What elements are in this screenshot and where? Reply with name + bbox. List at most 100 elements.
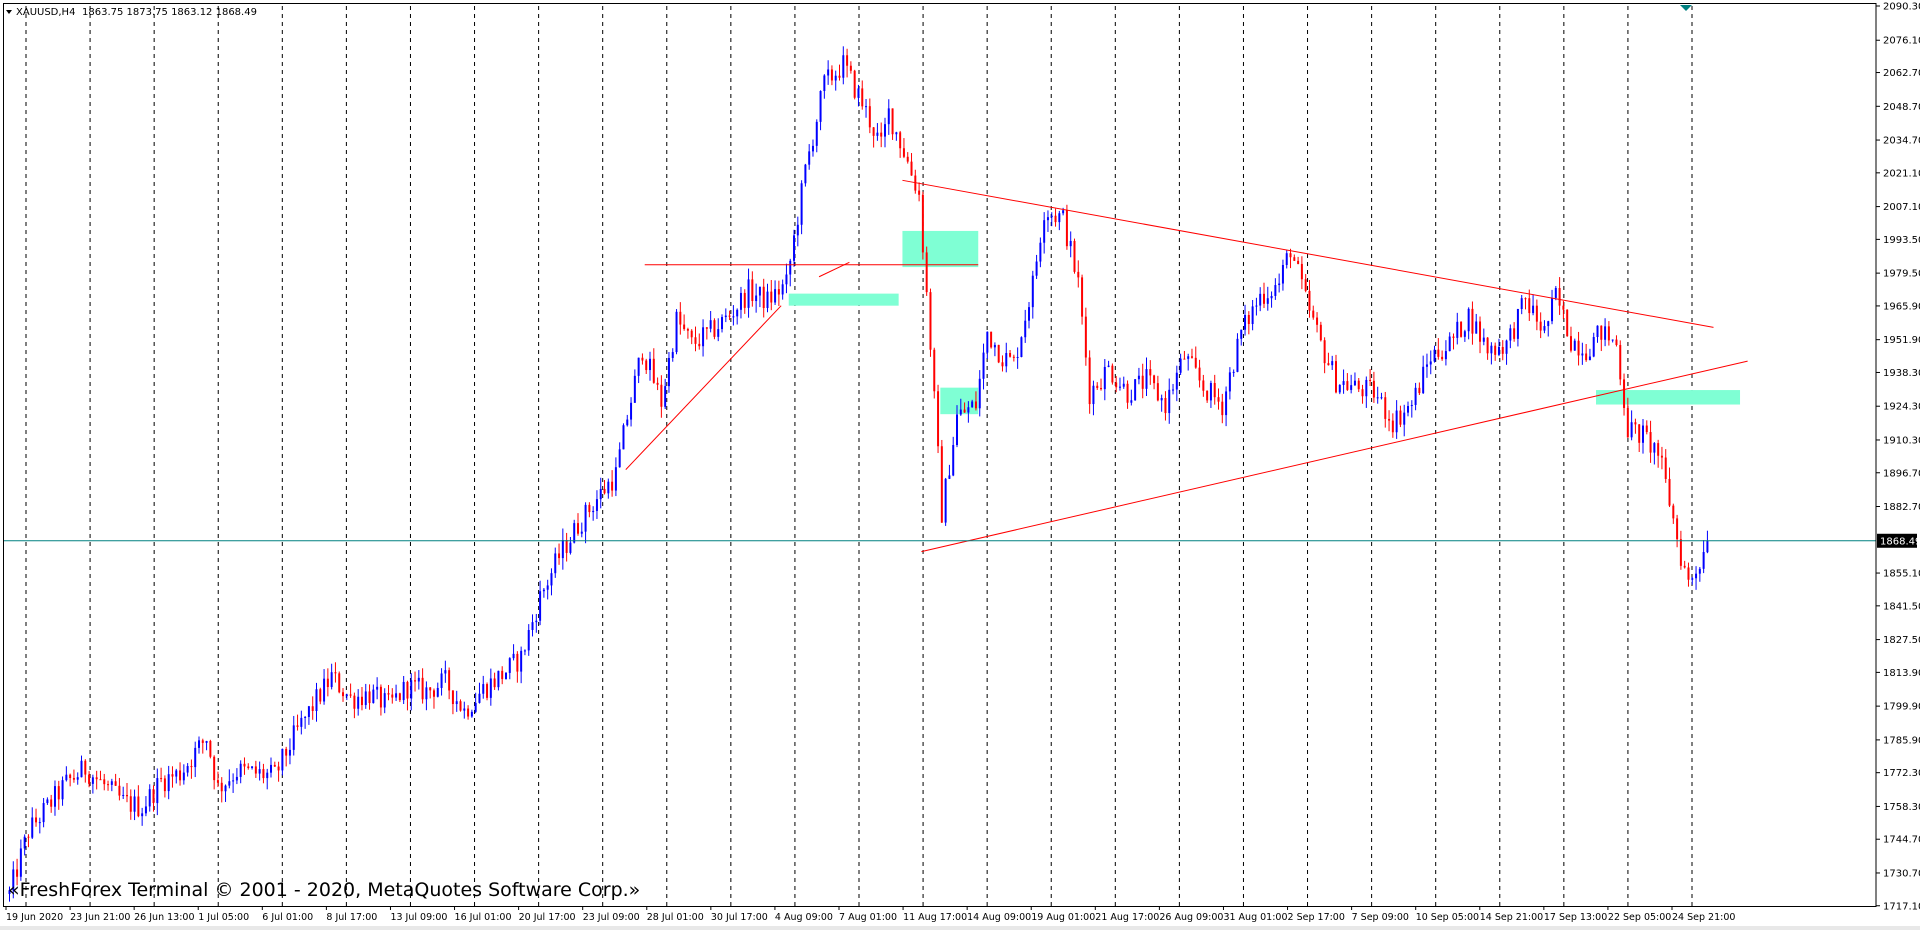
candle-bear	[319, 689, 322, 702]
candle-bear	[1183, 358, 1186, 360]
y-tick-label: 1772.30	[1883, 768, 1920, 779]
candle-bear	[1676, 518, 1679, 540]
candle-bear	[1115, 382, 1118, 388]
candle-bull	[1251, 306, 1254, 325]
candle-bear	[1399, 410, 1402, 425]
candle-bull	[1103, 366, 1106, 390]
chart-header: XAUUSD,H4 1863.75 1873.75 1863.12 1868.4…	[6, 7, 257, 18]
candle-bull	[304, 716, 307, 718]
candle-bear	[353, 695, 356, 709]
x-tick-label: 19 Aug 01:00	[1031, 912, 1095, 923]
candle-bull	[38, 822, 41, 824]
candle-bear	[1084, 316, 1087, 358]
candle-bear	[1558, 288, 1561, 306]
candle-bear	[1494, 345, 1497, 355]
candle-bear	[421, 677, 424, 700]
candle-bear	[516, 653, 519, 672]
candle-bull	[675, 311, 678, 353]
candle-bear	[398, 693, 401, 701]
candle-bear	[262, 769, 265, 779]
x-tick-label: 30 Jul 17:00	[711, 912, 768, 923]
candle-bull	[1509, 328, 1512, 341]
horizontal-scrollbar[interactable]	[0, 926, 1920, 930]
candle-bear	[1623, 379, 1626, 408]
candle-bull	[470, 711, 473, 717]
candle-bear	[99, 779, 102, 781]
candle-bull	[1270, 295, 1273, 299]
trendline[interactable]	[902, 179, 1714, 328]
candle-bull	[1698, 568, 1701, 574]
candle-bear	[451, 690, 454, 705]
candle-bear	[891, 108, 894, 135]
candle-bull	[1274, 285, 1277, 296]
candle-bull	[542, 589, 545, 592]
candle-bull	[436, 687, 439, 697]
candle-bull	[573, 523, 576, 543]
supply-demand-zone[interactable]	[788, 293, 899, 306]
candle-bull	[592, 510, 595, 513]
y-tick-label: 2076.10	[1883, 36, 1920, 47]
candle-bear	[1566, 309, 1569, 337]
candle-bull	[141, 813, 144, 817]
candle-bear	[1672, 505, 1675, 519]
x-tick-label: 19 Jun 2020	[6, 912, 63, 923]
candle-bear	[334, 672, 337, 674]
candle-bull	[1058, 213, 1061, 223]
candle-bull	[12, 869, 15, 891]
candle-bull	[1209, 382, 1212, 401]
candle-bear	[603, 488, 606, 494]
candle-bear	[1247, 314, 1250, 325]
candle-bull	[410, 680, 413, 699]
candle-bull	[774, 289, 777, 303]
candle-bull	[508, 658, 511, 673]
candle-bull	[186, 766, 189, 773]
candle-bear	[1452, 336, 1455, 338]
candle-bull	[789, 260, 792, 275]
candle-bear	[558, 553, 561, 559]
candle-bull	[739, 292, 742, 310]
candle-bull	[895, 132, 898, 135]
candle-bull	[1403, 412, 1406, 425]
candle-bull	[1122, 383, 1125, 387]
candle-bull	[1179, 358, 1182, 373]
candle-bull	[1172, 389, 1175, 391]
candle-bull	[1031, 275, 1034, 308]
candle-bull	[827, 69, 830, 76]
candle-bear	[1262, 293, 1265, 304]
shift-marker-icon[interactable]	[1680, 5, 1692, 11]
candle-bull	[357, 696, 360, 709]
y-tick-label: 2007.10	[1883, 202, 1920, 213]
x-tick-label: 26 Jun 13:00	[134, 912, 194, 923]
trendline[interactable]	[625, 305, 782, 470]
candle-bull	[800, 183, 803, 225]
candle-bear	[118, 785, 121, 796]
candle-bull	[664, 386, 667, 407]
candle-bear	[432, 690, 435, 697]
candle-bull	[463, 708, 466, 711]
candle-bear	[88, 774, 91, 784]
supply-demand-zone[interactable]	[902, 230, 979, 268]
candle-bull	[440, 673, 443, 688]
supply-demand-zone[interactable]	[1596, 390, 1741, 405]
candle-bear	[679, 311, 682, 325]
candle-bear	[1634, 422, 1637, 425]
trendline-layer[interactable]	[625, 179, 1748, 553]
candle-bull	[527, 629, 530, 651]
candle-bear	[652, 358, 655, 383]
candle-bull	[504, 672, 507, 680]
candle-bear	[137, 796, 140, 817]
candle-bear	[910, 161, 913, 176]
candle-bear	[997, 344, 1000, 363]
candle-bull	[1429, 361, 1432, 365]
collapse-triangle-icon[interactable]	[6, 10, 12, 14]
y-tick-label: 1799.90	[1883, 702, 1920, 713]
candle-bear	[501, 670, 504, 680]
trendline[interactable]	[921, 360, 1748, 553]
candle-bull	[637, 357, 640, 376]
candle-bear	[243, 763, 246, 767]
candle-bear	[448, 670, 451, 691]
y-tick-label: 1785.90	[1883, 735, 1920, 746]
y-tick-label: 1841.50	[1883, 601, 1920, 612]
